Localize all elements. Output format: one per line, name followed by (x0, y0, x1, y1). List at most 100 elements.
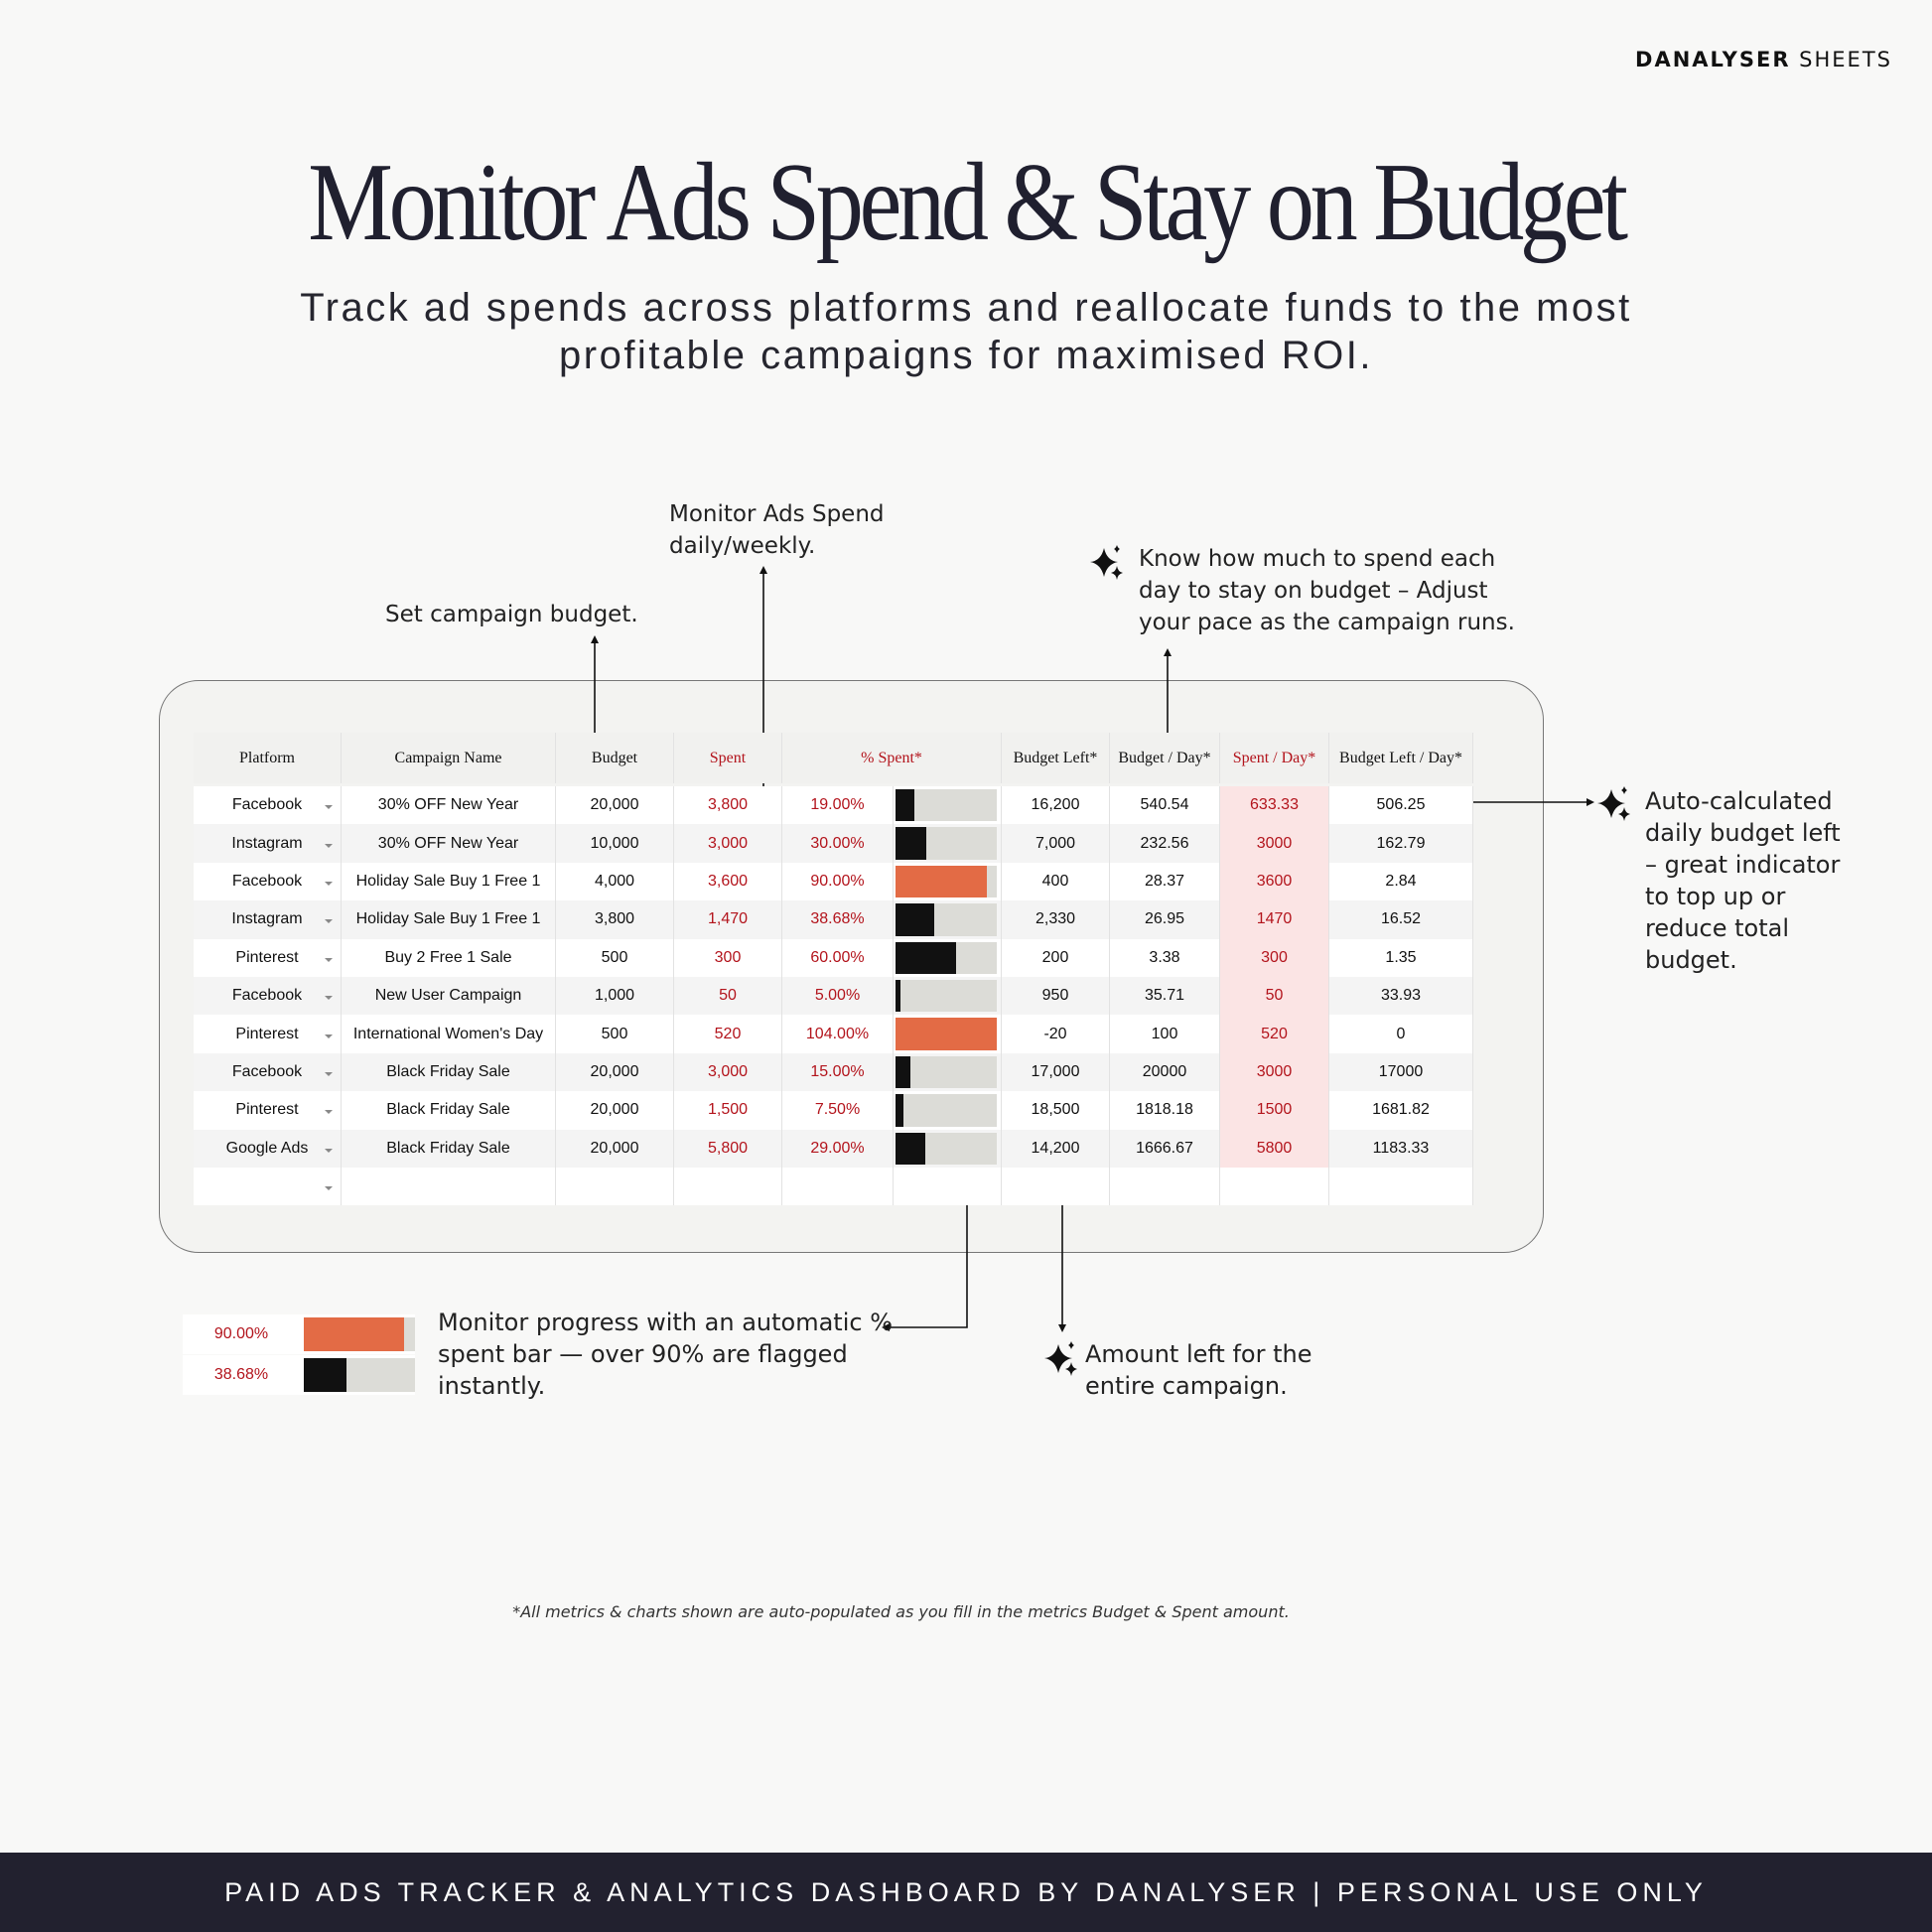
pct-bar (896, 789, 915, 822)
bar-track (896, 1018, 997, 1050)
brand-rest: SHEETS (1799, 48, 1892, 71)
annotation-line: to top up or (1645, 883, 1786, 910)
table-cell: 400 (1002, 862, 1110, 901)
pct-bar (896, 827, 926, 860)
empty-cell (1220, 1168, 1329, 1206)
annotation-line: daily/weekly. (669, 533, 816, 559)
annotation: Amount left for the entire campaign. (1085, 1338, 1311, 1402)
table-cell: Facebook (194, 786, 342, 825)
table-cell: 506.25 (1329, 786, 1473, 825)
table-cell: Google Ads (194, 1129, 342, 1168)
table-cell: 1183.33 (1329, 1129, 1473, 1168)
header-cell: Spent / Day* (1220, 733, 1329, 783)
table-cell: 35.71 (1110, 977, 1220, 1016)
bar-track (896, 903, 997, 936)
table-cell: 104.00% (782, 1015, 894, 1053)
table-cell: 7,000 (1002, 824, 1110, 863)
pct-bar (896, 865, 987, 898)
annotation-line: day to stay on budget – Adjust (1139, 578, 1488, 604)
header-cell: Platform (194, 733, 342, 783)
bar-track (896, 1055, 997, 1089)
bar-track (896, 1094, 997, 1127)
table-cell: 14,200 (1002, 1129, 1110, 1168)
table-cell: 162.79 (1329, 824, 1473, 863)
table-cell: 3600 (1220, 862, 1329, 901)
table-cell: 1,500 (674, 1091, 782, 1130)
annotation: Know how much to spend each day to stay o… (1139, 543, 1515, 638)
table-cell: 300 (1220, 938, 1329, 977)
table-cell: 30.00% (782, 824, 894, 863)
table-cell: 232.56 (1110, 824, 1220, 863)
table-cell: 17000 (1329, 1052, 1473, 1092)
table-cell: 20,000 (556, 1091, 674, 1130)
mini-cell: 38.68% (183, 1355, 300, 1395)
table-cell: 1818.18 (1110, 1091, 1220, 1130)
table-cell: 500 (556, 938, 674, 977)
table-cell: 5,800 (674, 1129, 782, 1168)
annotation-line: daily budget left (1645, 819, 1841, 847)
table-cell: Pinterest (194, 1015, 342, 1053)
brand-bold: DANALYSER (1635, 48, 1791, 71)
brand: DANALYSER SHEETS (1635, 48, 1892, 71)
table-cell: Pinterest (194, 1091, 342, 1130)
table-cell: Buy 2 Free 1 Sale (342, 938, 556, 977)
table-cell: 3,800 (674, 786, 782, 825)
table-cell: 3,000 (674, 824, 782, 863)
pct-bar (896, 1055, 911, 1089)
table-cell: 20000 (1110, 1052, 1220, 1092)
table-cell: 15.00% (782, 1052, 894, 1092)
table-cell: 4,000 (556, 862, 674, 901)
table-cell: 3.38 (1110, 938, 1220, 977)
table-cell: 20,000 (556, 1129, 674, 1168)
header-cell: Budget Left* (1002, 733, 1110, 783)
table-cell: 1470 (1220, 900, 1329, 939)
footer: PAID ADS TRACKER & ANALYTICS DASHBOARD B… (0, 1853, 1932, 1932)
annotation: Set campaign budget. (385, 599, 638, 630)
table-cell: 520 (1220, 1015, 1329, 1053)
table-cell: 19.00% (782, 786, 894, 825)
table-cell: Black Friday Sale (342, 1091, 556, 1130)
bar-track (896, 789, 997, 822)
table-cell: Instagram (194, 900, 342, 939)
table-cell: 20,000 (556, 786, 674, 825)
table-cell: 300 (674, 938, 782, 977)
table-cell: 28.37 (1110, 862, 1220, 901)
annotation-line: instantly. (438, 1372, 546, 1400)
table-cell: New User Campaign (342, 977, 556, 1016)
mini-cell: 90.00% (183, 1314, 300, 1354)
table-cell: 633.33 (1220, 786, 1329, 825)
table-cell: Facebook (194, 862, 342, 901)
annotation-line: – great indicator (1645, 851, 1841, 879)
table-cell: 50 (1220, 977, 1329, 1016)
table-cell: 30% OFF New Year (342, 786, 556, 825)
table-cell: 18,500 (1002, 1091, 1110, 1130)
annotation: Monitor Ads Spend daily/weekly. (669, 498, 885, 562)
table-cell: Instagram (194, 824, 342, 863)
table-cell: 1681.82 (1329, 1091, 1473, 1130)
header-cell: Budget / Day* (1110, 733, 1220, 783)
table-cell: 950 (1002, 977, 1110, 1016)
empty-cell (1329, 1168, 1473, 1206)
table-cell: Black Friday Sale (342, 1129, 556, 1168)
bar-track (304, 1358, 415, 1392)
table-cell: 3,600 (674, 862, 782, 901)
table-cell: 17,000 (1002, 1052, 1110, 1092)
table-cell: 5.00% (782, 977, 894, 1016)
bar-track (896, 980, 997, 1013)
bar-track (896, 941, 997, 974)
table-cell: 50 (674, 977, 782, 1016)
annotation-line: Amount left for the (1085, 1340, 1312, 1368)
empty-cell (674, 1168, 782, 1206)
annotation-line: budget. (1645, 946, 1737, 974)
table-cell: 90.00% (782, 862, 894, 901)
annotation-line: Monitor progress with an automatic % (438, 1309, 893, 1336)
table-cell: 60.00% (782, 938, 894, 977)
annotation-line: Know how much to spend each (1139, 546, 1496, 572)
bar-track (304, 1317, 415, 1351)
table-cell: 540.54 (1110, 786, 1220, 825)
pct-bar (304, 1317, 404, 1351)
table-cell: 2,330 (1002, 900, 1110, 939)
pct-bar (896, 1132, 925, 1165)
table-cell-bg (894, 1168, 1002, 1206)
